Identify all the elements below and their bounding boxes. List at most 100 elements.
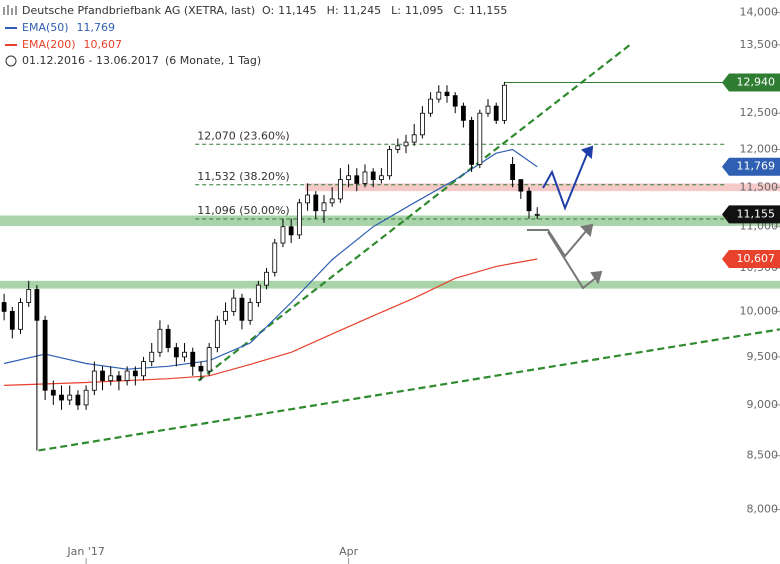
- price-box: [722, 157, 780, 176]
- legend-value: 11,769: [77, 21, 116, 34]
- candle-body: [280, 226, 286, 244]
- candle-body: [18, 302, 23, 330]
- y-tick-label: 12,500: [740, 106, 779, 119]
- candle-body: [223, 310, 228, 321]
- trendline: [197, 44, 631, 382]
- legend-value: 10,607: [84, 38, 123, 51]
- candle-body: [452, 95, 458, 107]
- y-tick-label: 9,000: [747, 398, 779, 411]
- clock-icon: [5, 55, 17, 67]
- fib-label: 11,532 (38.20%): [197, 170, 290, 183]
- candle-body: [354, 175, 360, 184]
- arrow-head: [590, 270, 603, 285]
- ema-line: [4, 258, 538, 386]
- candle-body: [444, 91, 450, 97]
- candle-body: [378, 175, 384, 180]
- candle-body: [428, 98, 433, 114]
- plot: 12,070 (23.60%) 11,532 (38.20%) 11,096 (50…: [0, 6, 780, 564]
- price-box: [722, 205, 780, 224]
- candle-body: [305, 194, 310, 204]
- candle-body: [239, 297, 245, 321]
- y-tick-label: 14,000: [740, 6, 779, 19]
- candle-body: [124, 370, 130, 381]
- candle-body: [247, 302, 253, 321]
- candle-body: [329, 198, 335, 204]
- ohlc-value: 11,145: [278, 4, 317, 17]
- candle-body: [132, 370, 138, 377]
- title: Deutsche Pfandbriefbank AG (XETRA, last): [22, 4, 255, 17]
- trendline: [38, 328, 780, 452]
- candle-body: [493, 105, 499, 121]
- period: 01.12.2016 - 13.06.2017: [22, 54, 159, 67]
- y-tick-label: 8,000: [747, 503, 779, 516]
- candle-body: [272, 242, 278, 273]
- price-box-label: 12,940: [737, 76, 776, 89]
- candle-body: [108, 375, 114, 381]
- candle-body: [502, 84, 507, 121]
- candle-body: [264, 271, 269, 286]
- header: Deutsche Pfandbriefbank AG (XETRA, last)…: [3, 4, 508, 67]
- ohlc-name: O:: [262, 4, 274, 17]
- candle-body: [518, 179, 524, 192]
- candle-body: [1, 302, 7, 312]
- candle-body: [485, 105, 491, 114]
- candle-body: [141, 361, 146, 377]
- candle-body: [100, 370, 105, 381]
- fib-label: 12,070 (23.60%): [197, 129, 290, 142]
- candle-body: [190, 351, 196, 367]
- candle-body: [83, 389, 89, 406]
- grey-arrow: [547, 231, 598, 290]
- candle-body: [461, 105, 466, 121]
- zone: [0, 280, 780, 289]
- blue-arrow: [542, 153, 588, 211]
- candle-body: [387, 149, 392, 177]
- y-tick-label: 9,500: [747, 350, 779, 363]
- candle-body: [436, 91, 442, 100]
- candle-body: [9, 310, 15, 330]
- candle-body: [395, 145, 401, 150]
- candle-body: [403, 141, 409, 147]
- price-box-label: 10,607: [737, 252, 776, 265]
- candle-body: [91, 370, 97, 391]
- candle-body: [116, 375, 122, 381]
- candle-body: [411, 134, 417, 143]
- ohlc-name: H:: [327, 4, 339, 17]
- candle-body: [534, 213, 540, 216]
- candle-body: [419, 112, 425, 136]
- candle-body: [370, 171, 376, 180]
- candle-body: [477, 112, 483, 165]
- candle-body: [346, 175, 351, 180]
- candle-body: [362, 171, 368, 184]
- chart-icon: [3, 5, 17, 15]
- candle-body: [510, 163, 516, 180]
- price-box: [722, 250, 780, 269]
- ema-line: [3, 148, 538, 370]
- candle-body: [206, 347, 212, 372]
- ohlc-name: L:: [391, 4, 401, 17]
- forecast-arrows: [527, 145, 603, 290]
- y-tick-label: 8,500: [747, 449, 779, 462]
- candle-body: [67, 394, 73, 401]
- candle-body: [149, 351, 155, 363]
- candle-body: [321, 202, 327, 212]
- ohlc-name: C:: [454, 4, 465, 17]
- y-tick-label: 10,000: [740, 304, 779, 317]
- candle-body: [198, 365, 204, 372]
- price-box-label: 11,769: [737, 160, 776, 173]
- candle-body: [526, 190, 532, 212]
- candle-body: [50, 389, 56, 396]
- candle-body: [182, 351, 187, 358]
- candle-body: [231, 297, 237, 312]
- legend-name: EMA(50): [22, 21, 69, 34]
- candle-body: [296, 202, 302, 236]
- ohlc-value: 11,245: [343, 4, 382, 17]
- candle-body: [337, 179, 343, 200]
- fib-label: 11,096 (50.00%): [197, 204, 290, 217]
- candle-body: [288, 226, 294, 236]
- ohlc-value: 11,155: [469, 4, 508, 17]
- candle-body: [75, 394, 81, 406]
- candle-body: [255, 284, 261, 303]
- candle-body: [42, 319, 48, 391]
- candle-body: [59, 394, 64, 401]
